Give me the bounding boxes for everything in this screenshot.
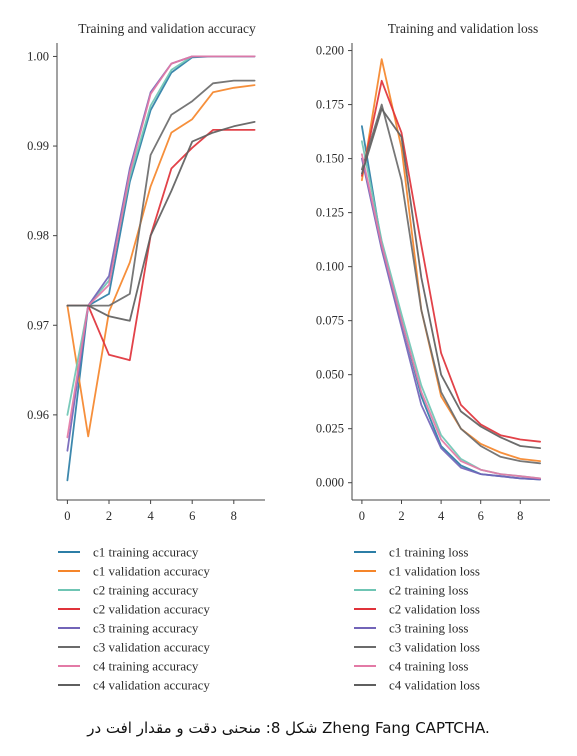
- legend-label: c1 validation accuracy: [93, 564, 210, 579]
- y-tick-label: 0.175: [316, 98, 344, 112]
- chart-panel-2: Training and validation loss 0.000 0.025 0.…: [316, 21, 550, 693]
- x-tick-label: 0: [359, 509, 365, 523]
- y-tick-label: 0.150: [316, 152, 344, 166]
- y-tick-label: 0.98: [27, 229, 49, 243]
- series-line-c2-training-loss: [360, 140, 541, 480]
- figure-charts: Training and validation accuracy 0.96 0.97…: [27, 21, 550, 693]
- x-tick-label: 4: [438, 509, 445, 523]
- legend-label: c4 training loss: [389, 659, 468, 674]
- y-tick-label: 1.00: [27, 49, 49, 63]
- series-line-c4-training-loss: [360, 153, 541, 480]
- series-line-c2-training-accuracy: [66, 55, 256, 416]
- legend-label: c4 validation loss: [389, 678, 480, 693]
- series-line-c3-validation-loss: [360, 103, 541, 465]
- series-line-c1-training-loss: [360, 125, 541, 481]
- x-tick-label: 2: [106, 509, 112, 523]
- series-line-c3-training-loss: [360, 157, 541, 481]
- series-line-c4-training-accuracy: [66, 55, 256, 439]
- legend-label: c2 validation accuracy: [93, 602, 210, 617]
- figure-caption: شکل 8: منحنی دقت و مقدار افت در Zheng Fa…: [87, 719, 490, 737]
- legend-label: c1 validation loss: [389, 564, 480, 579]
- series-line-c2-validation-loss: [360, 79, 541, 443]
- x-tick-label: 6: [478, 509, 484, 523]
- x-tick-label: 6: [189, 509, 195, 523]
- legend-label: c3 validation loss: [389, 640, 480, 655]
- series-line-c3-validation-accuracy: [66, 79, 256, 307]
- y-tick-label: 0.075: [316, 314, 344, 328]
- y-tick-label: 0.96: [27, 408, 49, 422]
- legend-label: c3 training loss: [389, 621, 468, 636]
- y-tick-label: 0.100: [316, 260, 344, 274]
- chart-title: Training and validation accuracy: [78, 21, 256, 36]
- series-line-c1-validation-accuracy: [66, 84, 256, 438]
- chart-panel-1: Training and validation accuracy 0.96 0.97…: [27, 21, 265, 693]
- y-tick-label: 0.000: [316, 476, 344, 490]
- legend-label: c3 training accuracy: [93, 621, 199, 636]
- legend-label: c1 training loss: [389, 545, 468, 560]
- chart-title: Training and validation loss: [388, 21, 539, 36]
- series-line-c1-training-accuracy: [66, 55, 256, 482]
- y-tick-label: 0.200: [316, 44, 344, 58]
- x-tick-label: 8: [517, 509, 523, 523]
- x-tick-label: 2: [398, 509, 404, 523]
- legend-label: c4 validation accuracy: [93, 678, 210, 693]
- legend-label: c1 training accuracy: [93, 545, 199, 560]
- y-tick-label: 0.050: [316, 368, 344, 382]
- y-tick-label: 0.125: [316, 206, 344, 220]
- y-tick-label: 0.025: [316, 422, 344, 436]
- legend-label: c2 training loss: [389, 583, 468, 598]
- y-tick-label: 0.99: [27, 139, 49, 153]
- x-tick-label: 8: [231, 509, 237, 523]
- series-line-c2-validation-accuracy: [66, 128, 256, 362]
- legend-label: c3 validation accuracy: [93, 640, 210, 655]
- legend-label: c4 training accuracy: [93, 659, 199, 674]
- y-tick-label: 0.97: [27, 318, 49, 332]
- x-tick-label: 4: [147, 509, 154, 523]
- legend-label: c2 validation loss: [389, 602, 480, 617]
- series-line-c4-validation-accuracy: [66, 121, 256, 322]
- legend-label: c2 training accuracy: [93, 583, 199, 598]
- series-line-c4-validation-loss: [360, 108, 541, 450]
- x-tick-label: 0: [64, 509, 70, 523]
- series-line-c1-validation-loss: [360, 58, 541, 463]
